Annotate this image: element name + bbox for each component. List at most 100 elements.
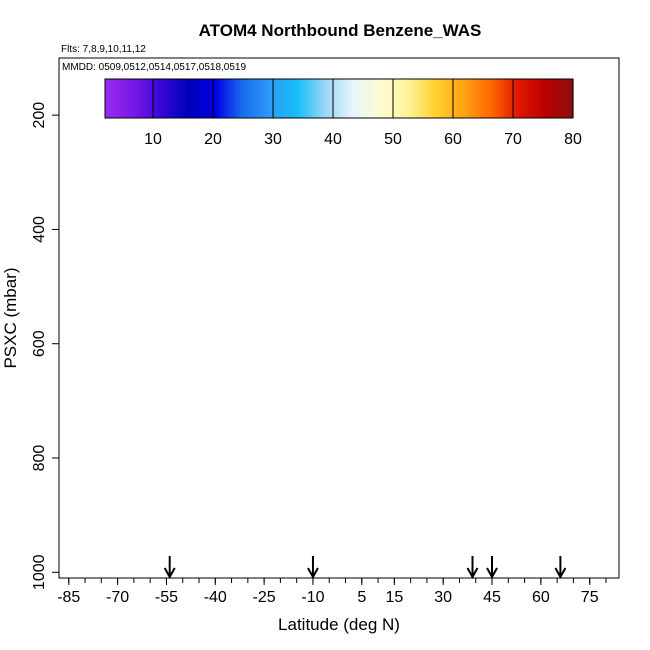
colorbar-swatch: [129, 79, 133, 118]
colorbar-swatch: [156, 79, 160, 118]
colorbar-swatch: [354, 79, 358, 118]
colorbar-swatch: [342, 79, 346, 118]
colorbar-swatch: [213, 79, 217, 118]
colorbar-swatch: [327, 79, 331, 118]
colorbar-swatch: [363, 79, 367, 118]
colorbar-swatch: [165, 79, 169, 118]
colorbar-swatch: [366, 79, 370, 118]
colorbar-swatch: [198, 79, 202, 118]
colorbar-swatch: [297, 79, 301, 118]
arrow-marker: [554, 556, 567, 580]
colorbar-swatch: [228, 79, 232, 118]
colorbar-swatch: [261, 79, 265, 118]
colorbar-swatch: [153, 79, 157, 118]
colorbar-swatch: [195, 79, 199, 118]
colorbar-swatch: [555, 79, 559, 118]
colorbar-swatch: [276, 79, 280, 118]
colorbar-swatch: [255, 79, 259, 118]
dates-label: MMDD: 0509,0512,0514,0517,0518,0519: [62, 62, 246, 73]
colorbar-swatch: [417, 79, 421, 118]
colorbar-swatch: [279, 79, 283, 118]
colorbar-tick-label: 10: [144, 131, 162, 148]
colorbar-swatch: [369, 79, 373, 118]
colorbar-swatch: [513, 79, 517, 118]
colorbar-swatch: [540, 79, 544, 118]
colorbar-swatch: [309, 79, 313, 118]
y-tick-label: 600: [31, 330, 48, 357]
colorbar-swatch: [432, 79, 436, 118]
colorbar-swatch: [114, 79, 118, 118]
colorbar-swatch: [531, 79, 535, 118]
colorbar-swatch: [246, 79, 250, 118]
colorbar-swatch: [426, 79, 430, 118]
x-tick-label: -10: [301, 589, 324, 606]
colorbar-swatch: [330, 79, 334, 118]
colorbar-swatch: [552, 79, 556, 118]
x-tick-label: -40: [204, 589, 227, 606]
colorbar-swatch: [168, 79, 172, 118]
colorbar-swatch: [132, 79, 136, 118]
colorbar-swatch: [495, 79, 499, 118]
colorbar-swatch: [423, 79, 427, 118]
colorbar-swatch: [240, 79, 244, 118]
plot-frame: [58, 57, 620, 579]
colorbar-swatch: [498, 79, 502, 118]
colorbar-swatch: [411, 79, 415, 118]
colorbar-swatch: [543, 79, 547, 118]
arrow-marker: [163, 556, 176, 580]
colorbar-swatch: [489, 79, 493, 118]
colorbar-swatch: [219, 79, 223, 118]
colorbar-swatch: [420, 79, 424, 118]
colorbar-swatch: [264, 79, 268, 118]
colorbar-swatch: [282, 79, 286, 118]
colorbar-swatch: [324, 79, 328, 118]
colorbar: [105, 79, 574, 118]
colorbar-swatch: [501, 79, 505, 118]
y-tick-label: 400: [31, 216, 48, 243]
colorbar-swatch: [207, 79, 211, 118]
colorbar-swatch: [456, 79, 460, 118]
colorbar-swatch: [390, 79, 394, 118]
colorbar-swatch: [231, 79, 235, 118]
colorbar-swatch: [477, 79, 481, 118]
colorbar-swatch: [408, 79, 412, 118]
colorbar-swatch: [519, 79, 523, 118]
colorbar-swatch: [171, 79, 175, 118]
colorbar-swatch: [510, 79, 514, 118]
colorbar-swatch: [174, 79, 178, 118]
colorbar-swatch: [144, 79, 148, 118]
colorbar-swatch: [111, 79, 115, 118]
colorbar-swatch: [447, 79, 451, 118]
colorbar-swatch: [105, 79, 109, 118]
colorbar-swatch: [474, 79, 478, 118]
x-axis-label: Latitude (deg N): [278, 615, 400, 634]
colorbar-swatch: [183, 79, 187, 118]
colorbar-swatch: [405, 79, 409, 118]
colorbar-swatch: [303, 79, 307, 118]
x-tick-label: 30: [434, 589, 452, 606]
colorbar-swatch: [336, 79, 340, 118]
x-tick-label: 75: [581, 589, 599, 606]
x-tick-label: 45: [483, 589, 501, 606]
colorbar-swatch: [525, 79, 529, 118]
colorbar-swatch: [435, 79, 439, 118]
colorbar-swatch: [396, 79, 400, 118]
colorbar-swatch: [321, 79, 325, 118]
colorbar-swatch: [138, 79, 142, 118]
colorbar-swatch: [414, 79, 418, 118]
colorbar-swatch: [549, 79, 553, 118]
colorbar-swatch: [438, 79, 442, 118]
colorbar-tick-label: 40: [324, 131, 342, 148]
colorbar-tick-label: 30: [264, 131, 282, 148]
colorbar-tick-label: 20: [204, 131, 222, 148]
colorbar-swatch: [561, 79, 565, 118]
arrow-markers: [163, 556, 567, 580]
colorbar-swatch: [378, 79, 382, 118]
y-tick-label: 1000: [31, 554, 48, 590]
colorbar-swatch: [516, 79, 520, 118]
colorbar-swatch: [123, 79, 127, 118]
colorbar-swatch: [402, 79, 406, 118]
colorbar-swatch: [534, 79, 538, 118]
colorbar-swatch: [192, 79, 196, 118]
